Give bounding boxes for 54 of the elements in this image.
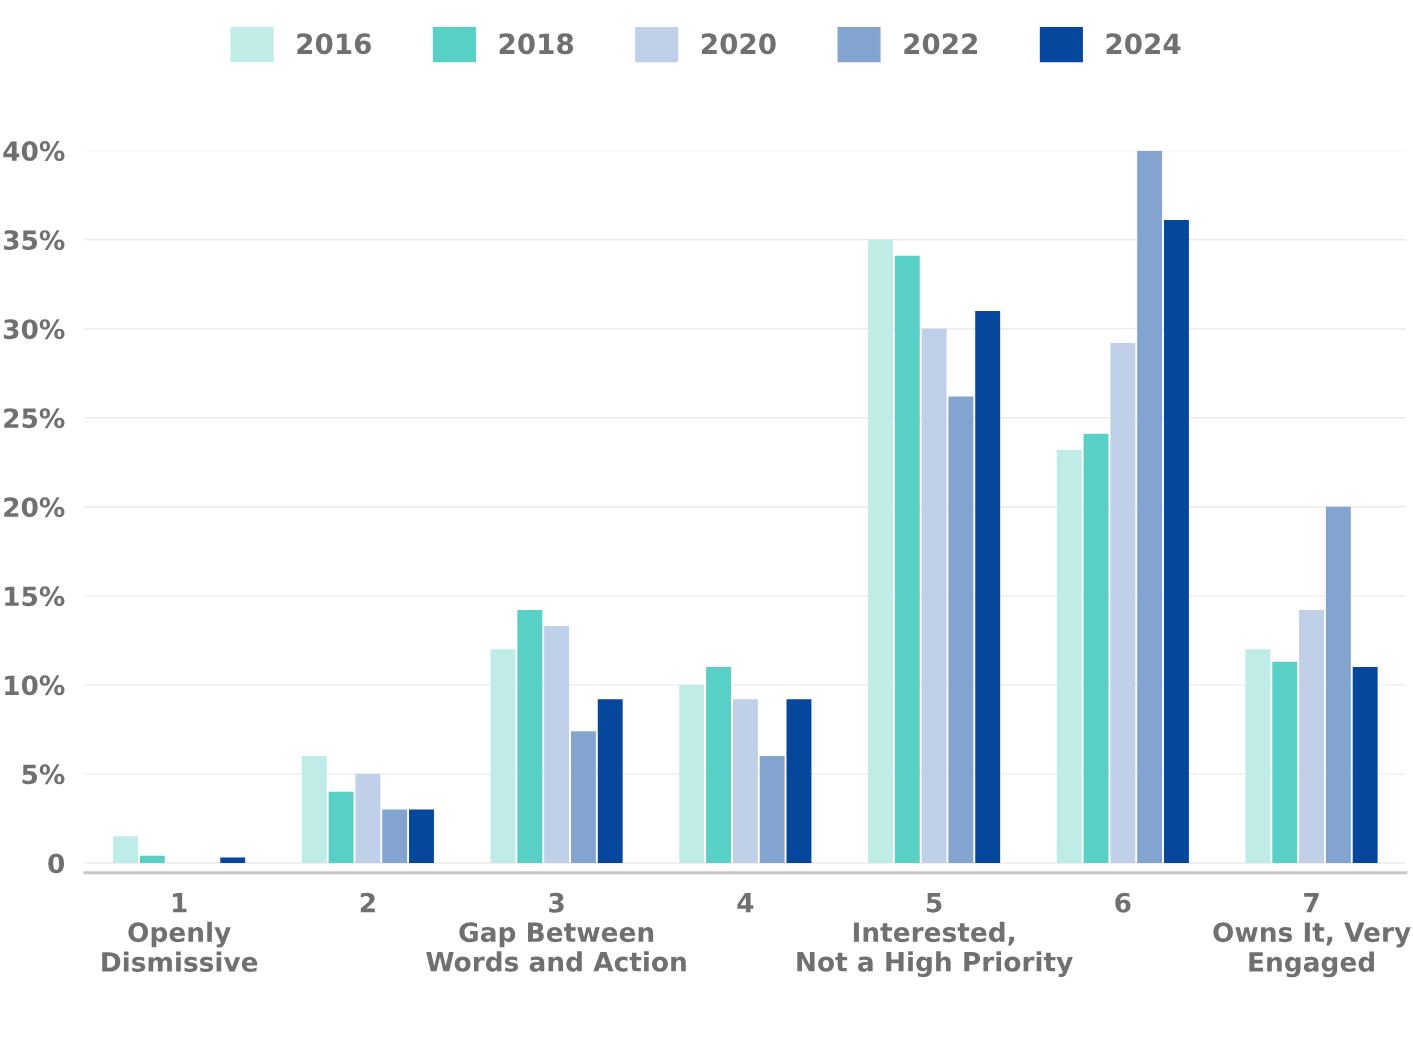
x-tick-label: 4: [737, 893, 754, 913]
bar: [1056, 449, 1082, 863]
x-tick-label: 7 Owns It, Very Engaged: [1213, 893, 1411, 978]
legend-label: 2020: [701, 33, 776, 55]
bar: [139, 855, 165, 863]
x-tick-label: 2: [360, 892, 375, 913]
bar: [544, 626, 570, 863]
bar: [679, 684, 705, 863]
bar: [894, 255, 920, 863]
x-tick-label: 3 Gap Between Words and Action: [426, 892, 686, 972]
x-tick-label: 6: [1115, 892, 1131, 913]
y-tick-label: 30%: [3, 319, 65, 340]
bar: [759, 756, 785, 863]
bar: [220, 857, 246, 863]
bar: [1110, 342, 1136, 863]
y-tick-label: 20%: [4, 497, 65, 518]
legend-label: 2022: [904, 33, 977, 55]
bar: [355, 773, 381, 863]
x-tick-label: 5 Interested, Not a High Priority: [797, 893, 1073, 978]
bar: [732, 699, 758, 863]
y-tick-label: 40%: [3, 141, 65, 162]
bar: [517, 610, 543, 863]
bar: [868, 239, 893, 863]
y-tick-label: 15%: [5, 586, 65, 607]
bar: [301, 756, 327, 863]
bar: [1163, 220, 1189, 863]
bar: [1083, 433, 1109, 863]
legend-label: 2016: [297, 33, 371, 55]
bar: [570, 731, 596, 863]
y-tick-label: 35%: [3, 230, 65, 251]
legend-label: 2018: [499, 33, 574, 55]
y-tick-label: 0: [48, 853, 65, 874]
bar: [948, 396, 974, 863]
x-tick-label: 1 Openly Dismissive: [102, 893, 258, 972]
bar: [921, 328, 947, 863]
y-tick-label: 5%: [22, 764, 65, 785]
bar: [1272, 661, 1298, 863]
bar: [1352, 667, 1378, 863]
bar: [597, 699, 623, 863]
bar: [1325, 506, 1351, 863]
y-tick-label: 10%: [5, 675, 65, 696]
bar: [113, 836, 139, 863]
bar: [1137, 150, 1163, 863]
bar: [409, 809, 434, 863]
bar: [706, 667, 732, 863]
bar: [975, 310, 1001, 863]
bar: [1245, 649, 1271, 863]
bar: [490, 649, 516, 863]
bar: [382, 809, 408, 863]
legend-label: 2024: [1106, 33, 1181, 55]
bar: [328, 791, 354, 863]
bar: [786, 699, 812, 863]
bar: [1299, 610, 1325, 863]
y-tick-label: 25%: [4, 408, 65, 429]
